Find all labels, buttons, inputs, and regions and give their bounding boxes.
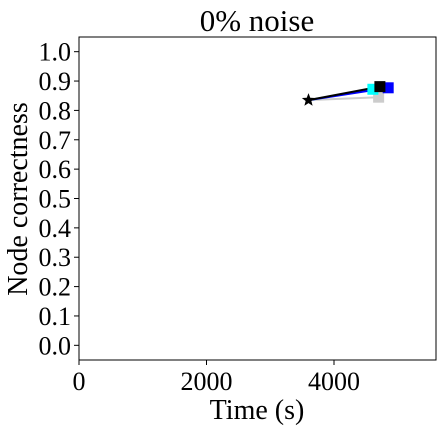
x-tick-label: 0 [73, 367, 86, 396]
y-tick-label: 0.0 [39, 331, 72, 360]
y-axis-label: Node correctness [3, 102, 34, 296]
y-tick-label: 0.7 [39, 126, 72, 155]
series-marker [382, 82, 394, 94]
chart-title: 0% noise [200, 3, 315, 38]
y-tick-label: 0.5 [39, 185, 72, 214]
x-axis-label: Time (s) [210, 395, 305, 426]
x-tick-label: 4000 [308, 367, 360, 396]
x-axis-ticks: 0 2000 4000 [73, 360, 360, 396]
y-tick-label: 1.0 [39, 38, 72, 67]
y-tick-label: 0.4 [39, 214, 72, 243]
series-marker [373, 91, 385, 103]
y-tick-label: 0.8 [39, 96, 72, 125]
plot-area [301, 81, 394, 106]
start-star-marker [301, 93, 316, 106]
y-axis-ticks: 0.00.10.20.30.40.50.60.70.80.91.0 [39, 38, 79, 360]
y-tick-label: 0.3 [39, 243, 72, 272]
y-tick-label: 0.1 [39, 302, 72, 331]
series-line [308, 96, 379, 102]
series-marker [367, 83, 379, 95]
y-tick-label: 0.9 [39, 67, 72, 96]
y-tick-label: 0.6 [39, 155, 72, 184]
x-tick-label: 2000 [181, 367, 233, 396]
y-tick-label: 0.2 [39, 273, 72, 302]
series-marker [374, 81, 386, 93]
